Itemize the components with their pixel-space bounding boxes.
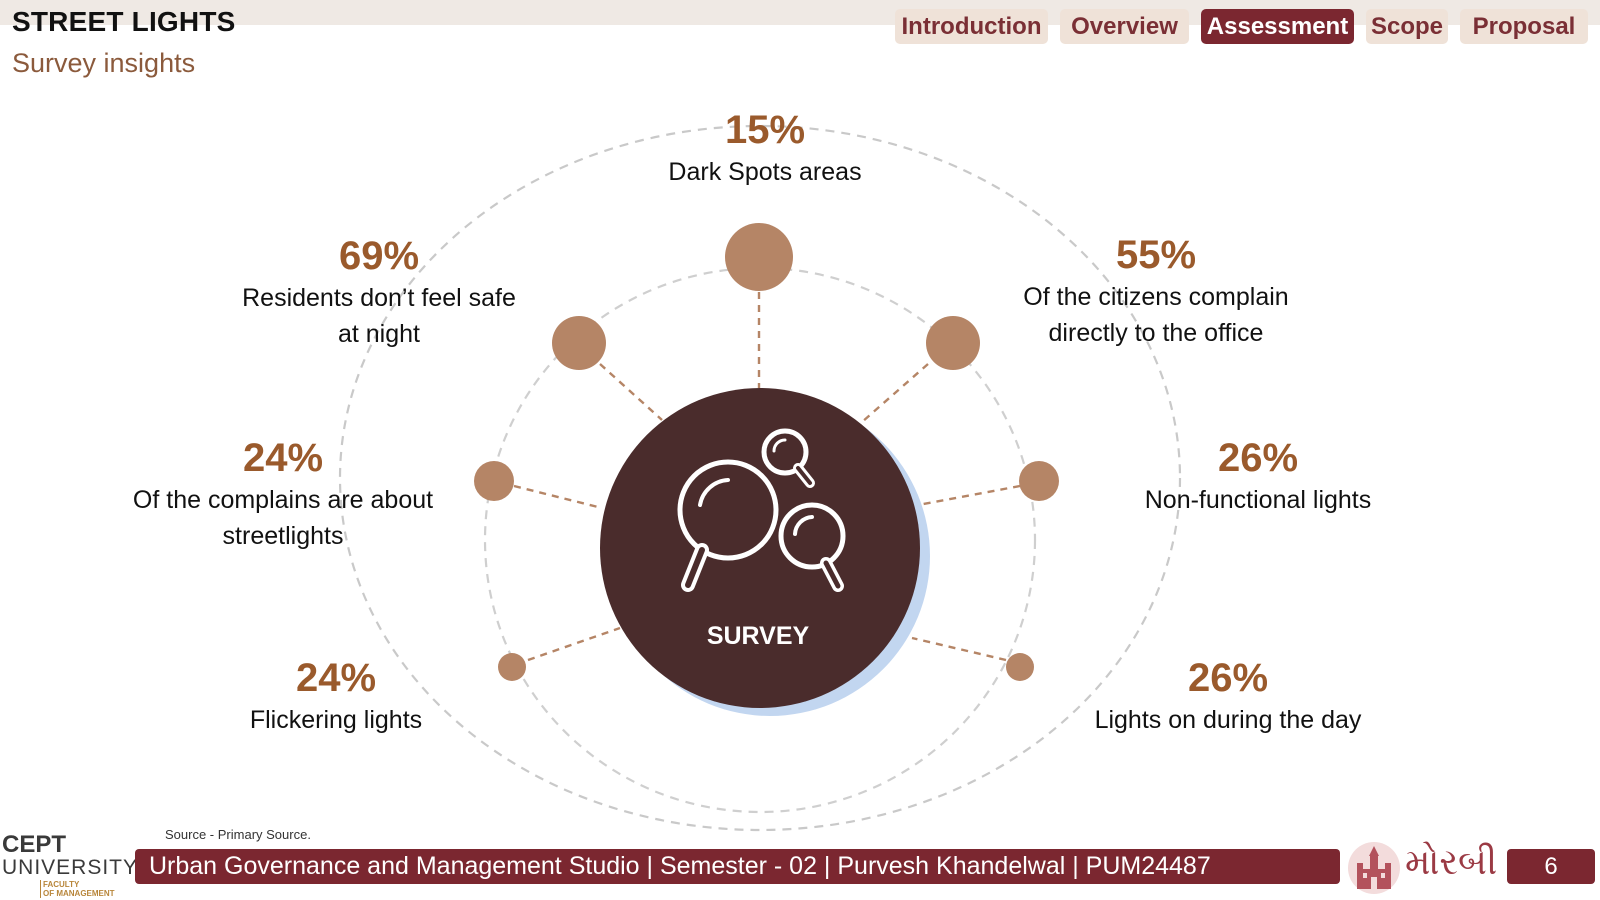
magnifier-icon — [677, 428, 846, 592]
stat-label: Flickering lights — [249, 706, 423, 734]
stat-non-functional: 26% Non-functional lights — [1145, 434, 1372, 518]
node-flickering — [498, 653, 526, 681]
footer-text: Urban Governance and Management Studio |… — [149, 852, 1211, 880]
node-citizens-complain — [926, 316, 980, 370]
tab-proposal[interactable]: Proposal — [1460, 9, 1588, 44]
stat-value: 24% — [242, 436, 324, 480]
stat-label: Lights on during the day — [1094, 706, 1362, 734]
stat-value: 26% — [1187, 656, 1269, 700]
tab-assessment[interactable]: Assessment — [1201, 9, 1354, 44]
stat-value: 55% — [1115, 233, 1197, 277]
stat-value: 26% — [1217, 436, 1299, 480]
stat-complains-streetlights: 24% Of the complains are about streetlig… — [133, 434, 433, 554]
stat-value: 24% — [295, 656, 377, 700]
node-complains-streetlights — [474, 461, 514, 501]
stat-lights-day: 26% Lights on during the day — [1095, 654, 1362, 738]
stat-label: Non-functional lights — [1144, 486, 1372, 514]
cept-logo-line3: FACULTY OF MANAGEMENT — [40, 880, 138, 898]
cept-logo-line1: CEPT — [2, 831, 67, 858]
page-number: 6 — [1507, 849, 1595, 884]
stat-label: Residents don’t feel safe at night — [242, 284, 516, 348]
morbi-emblem-icon — [1348, 842, 1400, 894]
stat-value: 15% — [724, 108, 806, 152]
tab-introduction[interactable]: Introduction — [895, 9, 1048, 44]
survey-center-label: SURVEY — [706, 622, 810, 650]
slide-title: STREET LIGHTS — [12, 6, 236, 37]
stat-flickering: 24% Flickering lights — [250, 654, 422, 738]
tab-scope[interactable]: Scope — [1366, 9, 1448, 44]
stat-label: Of the citizens complain directly to the… — [1023, 283, 1289, 347]
page-number-value: 6 — [1544, 852, 1558, 880]
node-residents-safety — [552, 316, 606, 370]
stat-value: 69% — [338, 234, 420, 278]
cept-logo: CEPT UNIVERSITY FACULTY OF MANAGEMENT — [2, 833, 138, 898]
stat-label: Of the complains are about streetlights — [132, 486, 434, 550]
stat-label: Dark Spots areas — [668, 158, 862, 186]
node-non-functional — [1019, 461, 1059, 501]
morbi-logo-text: મોરબી — [1405, 842, 1498, 883]
cept-logo-line2: UNIVERSITY — [2, 856, 139, 879]
section-nav: Introduction Overview Assessment Scope P… — [895, 9, 1588, 44]
node-lights-day — [1006, 653, 1034, 681]
source-note: Source - Primary Source. — [165, 827, 311, 842]
connectors — [513, 292, 1021, 662]
footer-bar: Urban Governance and Management Studio |… — [135, 849, 1340, 884]
stat-dark-spots: 15% Dark Spots areas — [668, 106, 861, 190]
stat-residents-safety: 69% Residents don’t feel safe at night — [242, 232, 516, 352]
outer-ring — [338, 124, 1182, 832]
stat-citizens-complain: 55% Of the citizens complain directly to… — [1023, 231, 1288, 351]
slide-subtitle: Survey insights — [12, 48, 196, 78]
node-dark-spots — [725, 223, 793, 291]
tab-overview[interactable]: Overview — [1060, 9, 1189, 44]
